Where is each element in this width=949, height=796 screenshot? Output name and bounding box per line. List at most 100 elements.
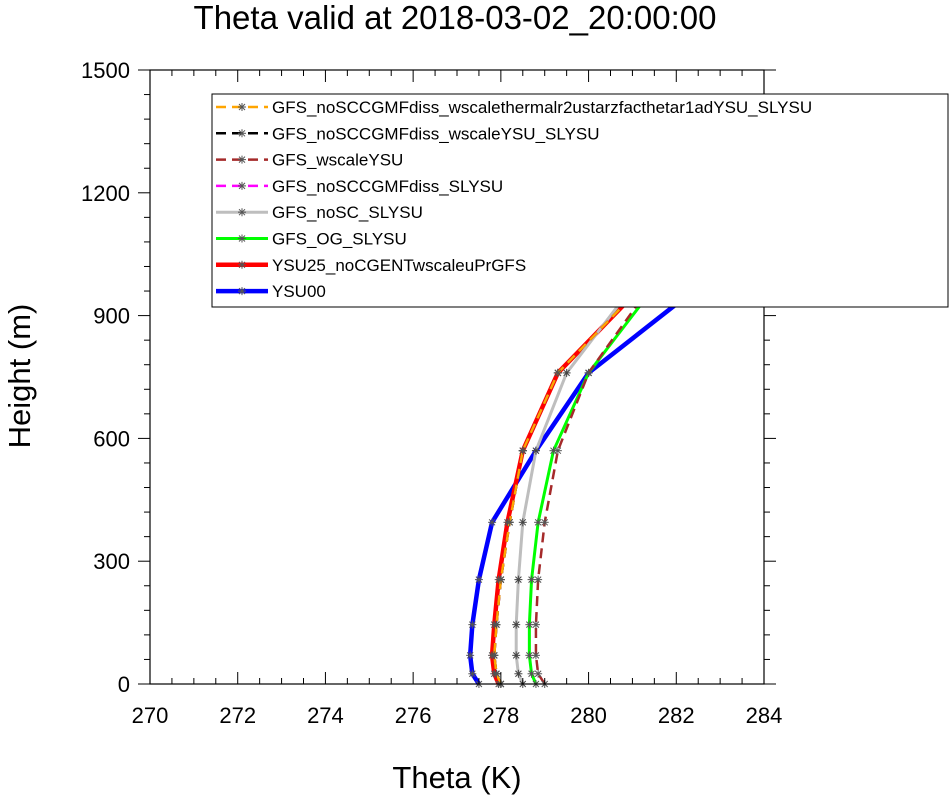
chart-title: Theta valid at 2018-03-02_20:00:00 bbox=[194, 0, 717, 36]
point-marker-stroke bbox=[515, 576, 522, 583]
x-tick-label: 270 bbox=[132, 703, 169, 728]
point-marker-stroke bbox=[585, 369, 592, 377]
legend-marker bbox=[238, 261, 246, 269]
legend-label: GFS_wscaleYSU bbox=[272, 151, 403, 170]
series-point-ysu00 bbox=[468, 620, 477, 629]
point-marker-stroke bbox=[512, 621, 520, 629]
legend-marker bbox=[238, 156, 246, 163]
point-marker-stroke bbox=[532, 621, 540, 629]
series-point-gfs-nosccgmfdiss-wscalethermalr2ustarzfacthetar1adysu-slysu bbox=[490, 651, 499, 660]
point-marker-stroke bbox=[488, 518, 496, 526]
series-point-ysu00 bbox=[474, 575, 483, 584]
series-point-gfs-nosc-slysu bbox=[562, 368, 571, 377]
point-marker-stroke bbox=[528, 576, 535, 583]
x-tick-label: 282 bbox=[658, 703, 695, 728]
point-marker-stroke bbox=[490, 651, 498, 659]
legend: GFS_noSCCGMFdiss_wscalethermalr2ustarzfa… bbox=[211, 93, 949, 308]
point-marker-stroke bbox=[526, 651, 533, 659]
series-point-gfs-nosc-slysu bbox=[514, 669, 523, 678]
point-marker-stroke bbox=[466, 651, 474, 659]
series-point-gfs-wscaleysu bbox=[540, 518, 549, 527]
legend-label: GFS_noSCCGMFdiss_wscalethermalr2ustarzfa… bbox=[272, 98, 812, 117]
legend-box bbox=[211, 93, 949, 308]
series-line-ysu00 bbox=[467, 229, 766, 686]
point-marker-stroke bbox=[497, 576, 505, 583]
legend-marker bbox=[238, 129, 246, 137]
legend-marker bbox=[238, 182, 246, 190]
series-line-gfs-wscaleysu bbox=[534, 183, 765, 685]
x-tick-label: 272 bbox=[219, 703, 256, 728]
series-line-gfs-og-slysu bbox=[527, 185, 766, 685]
point-marker-stroke bbox=[526, 621, 533, 629]
series-line-gfs-nosccgmfdiss-wscalethermalr2ustarzfacthetar1adysu-slysu bbox=[493, 187, 752, 685]
x-tick-label: 284 bbox=[746, 703, 783, 728]
point-marker-stroke bbox=[534, 518, 542, 526]
y-axis-label: Height (m) bbox=[2, 304, 37, 449]
x-tick-label: 278 bbox=[482, 703, 519, 728]
legend-marker bbox=[238, 287, 246, 295]
point-marker-stroke bbox=[468, 670, 476, 678]
point-marker-stroke bbox=[554, 447, 562, 455]
series-point-gfs-nosc-slysu bbox=[518, 518, 527, 527]
legend-label: GFS_noSCCGMFdiss_SLYSU bbox=[272, 177, 503, 196]
series-point-ysu00 bbox=[466, 651, 475, 660]
series-point-gfs-wscaleysu bbox=[553, 446, 562, 455]
point-marker-stroke bbox=[534, 670, 542, 678]
series-point-ysu00 bbox=[488, 518, 497, 527]
point-marker-stroke bbox=[506, 518, 513, 526]
series-point-ysu00 bbox=[468, 669, 477, 678]
series-point-gfs-og-slysu bbox=[527, 575, 536, 584]
legend-label: GFS_noSC_SLYSU bbox=[272, 203, 423, 222]
series-point-gfs-nosccgmfdiss-wscalethermalr2ustarzfacthetar1adysu-slysu bbox=[553, 368, 562, 377]
series-point-gfs-nosccgmfdiss-wscalethermalr2ustarzfacthetar1adysu-slysu bbox=[492, 620, 501, 629]
point-marker-stroke bbox=[563, 369, 570, 377]
y-tick-label: 1200 bbox=[81, 181, 130, 206]
legend-label: GFS_noSCCGMFdiss_wscaleYSU_SLYSU bbox=[272, 124, 600, 143]
series-point-gfs-nosc-slysu bbox=[512, 651, 521, 660]
y-tick-label: 0 bbox=[118, 672, 130, 697]
point-marker-stroke bbox=[493, 621, 500, 629]
legend-label: YSU25_noCGENTwscaleuPrGFS bbox=[272, 256, 526, 275]
point-marker-stroke bbox=[528, 670, 535, 678]
point-marker-stroke bbox=[532, 447, 540, 455]
series-point-gfs-nosccgmfdiss-wscalethermalr2ustarzfacthetar1adysu-slysu bbox=[505, 518, 514, 527]
point-marker-stroke bbox=[519, 518, 527, 526]
point-marker-stroke bbox=[554, 369, 562, 377]
y-tick-label: 900 bbox=[93, 304, 130, 329]
x-tick-label: 280 bbox=[570, 703, 607, 728]
x-tick-label: 274 bbox=[307, 703, 344, 728]
point-marker-stroke bbox=[515, 670, 522, 678]
series-point-gfs-wscaleysu bbox=[531, 651, 540, 660]
series-point-gfs-wscaleysu bbox=[584, 368, 593, 377]
point-marker-stroke bbox=[534, 576, 542, 583]
legend-marker bbox=[238, 103, 246, 111]
series-point-gfs-nosccgmfdiss-wscalethermalr2ustarzfacthetar1adysu-slysu bbox=[492, 669, 501, 678]
x-axis-label: Theta (K) bbox=[392, 760, 521, 795]
legend-marker bbox=[238, 235, 246, 242]
legend-marker bbox=[238, 208, 246, 216]
series-point-gfs-nosccgmfdiss-wscalethermalr2ustarzfacthetar1adysu-slysu bbox=[496, 575, 505, 584]
series-point-gfs-og-slysu bbox=[527, 669, 536, 678]
legend-label: YSU00 bbox=[272, 282, 326, 301]
point-marker-stroke bbox=[493, 670, 500, 678]
y-tick-label: 300 bbox=[93, 549, 130, 574]
point-marker-stroke bbox=[512, 651, 520, 659]
series-point-gfs-nosc-slysu bbox=[514, 575, 523, 584]
series-point-gfs-nosc-slysu bbox=[531, 446, 540, 455]
series-point-gfs-wscaleysu bbox=[534, 575, 543, 584]
x-tick-label: 276 bbox=[395, 703, 432, 728]
series-line-gfs-nosc-slysu bbox=[514, 171, 765, 685]
legend-label: GFS_OG_SLYSU bbox=[272, 230, 407, 249]
point-marker-stroke bbox=[519, 447, 527, 455]
series-point-gfs-wscaleysu bbox=[534, 669, 543, 678]
series-point-gfs-nosc-slysu bbox=[512, 620, 521, 629]
point-marker-stroke bbox=[475, 576, 483, 583]
ticks-layer: 270 272 274 276 278 280 282 284 0 300 600 900 1200 15… bbox=[81, 58, 782, 728]
point-marker-stroke bbox=[541, 518, 549, 526]
point-marker-stroke bbox=[468, 621, 476, 629]
series-point-gfs-nosccgmfdiss-wscalethermalr2ustarzfacthetar1adysu-slysu bbox=[518, 446, 527, 455]
series-point-gfs-wscaleysu bbox=[531, 620, 540, 629]
point-marker-stroke bbox=[532, 651, 540, 659]
y-tick-label: 1500 bbox=[81, 58, 130, 83]
